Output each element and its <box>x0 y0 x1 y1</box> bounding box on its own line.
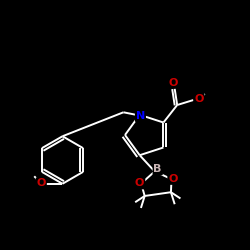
Text: O: O <box>135 178 144 188</box>
Text: O: O <box>194 94 204 104</box>
Text: N: N <box>136 111 145 121</box>
Text: O: O <box>168 174 177 184</box>
Text: O: O <box>36 178 46 188</box>
Text: O: O <box>169 78 178 88</box>
Text: B: B <box>154 164 162 174</box>
